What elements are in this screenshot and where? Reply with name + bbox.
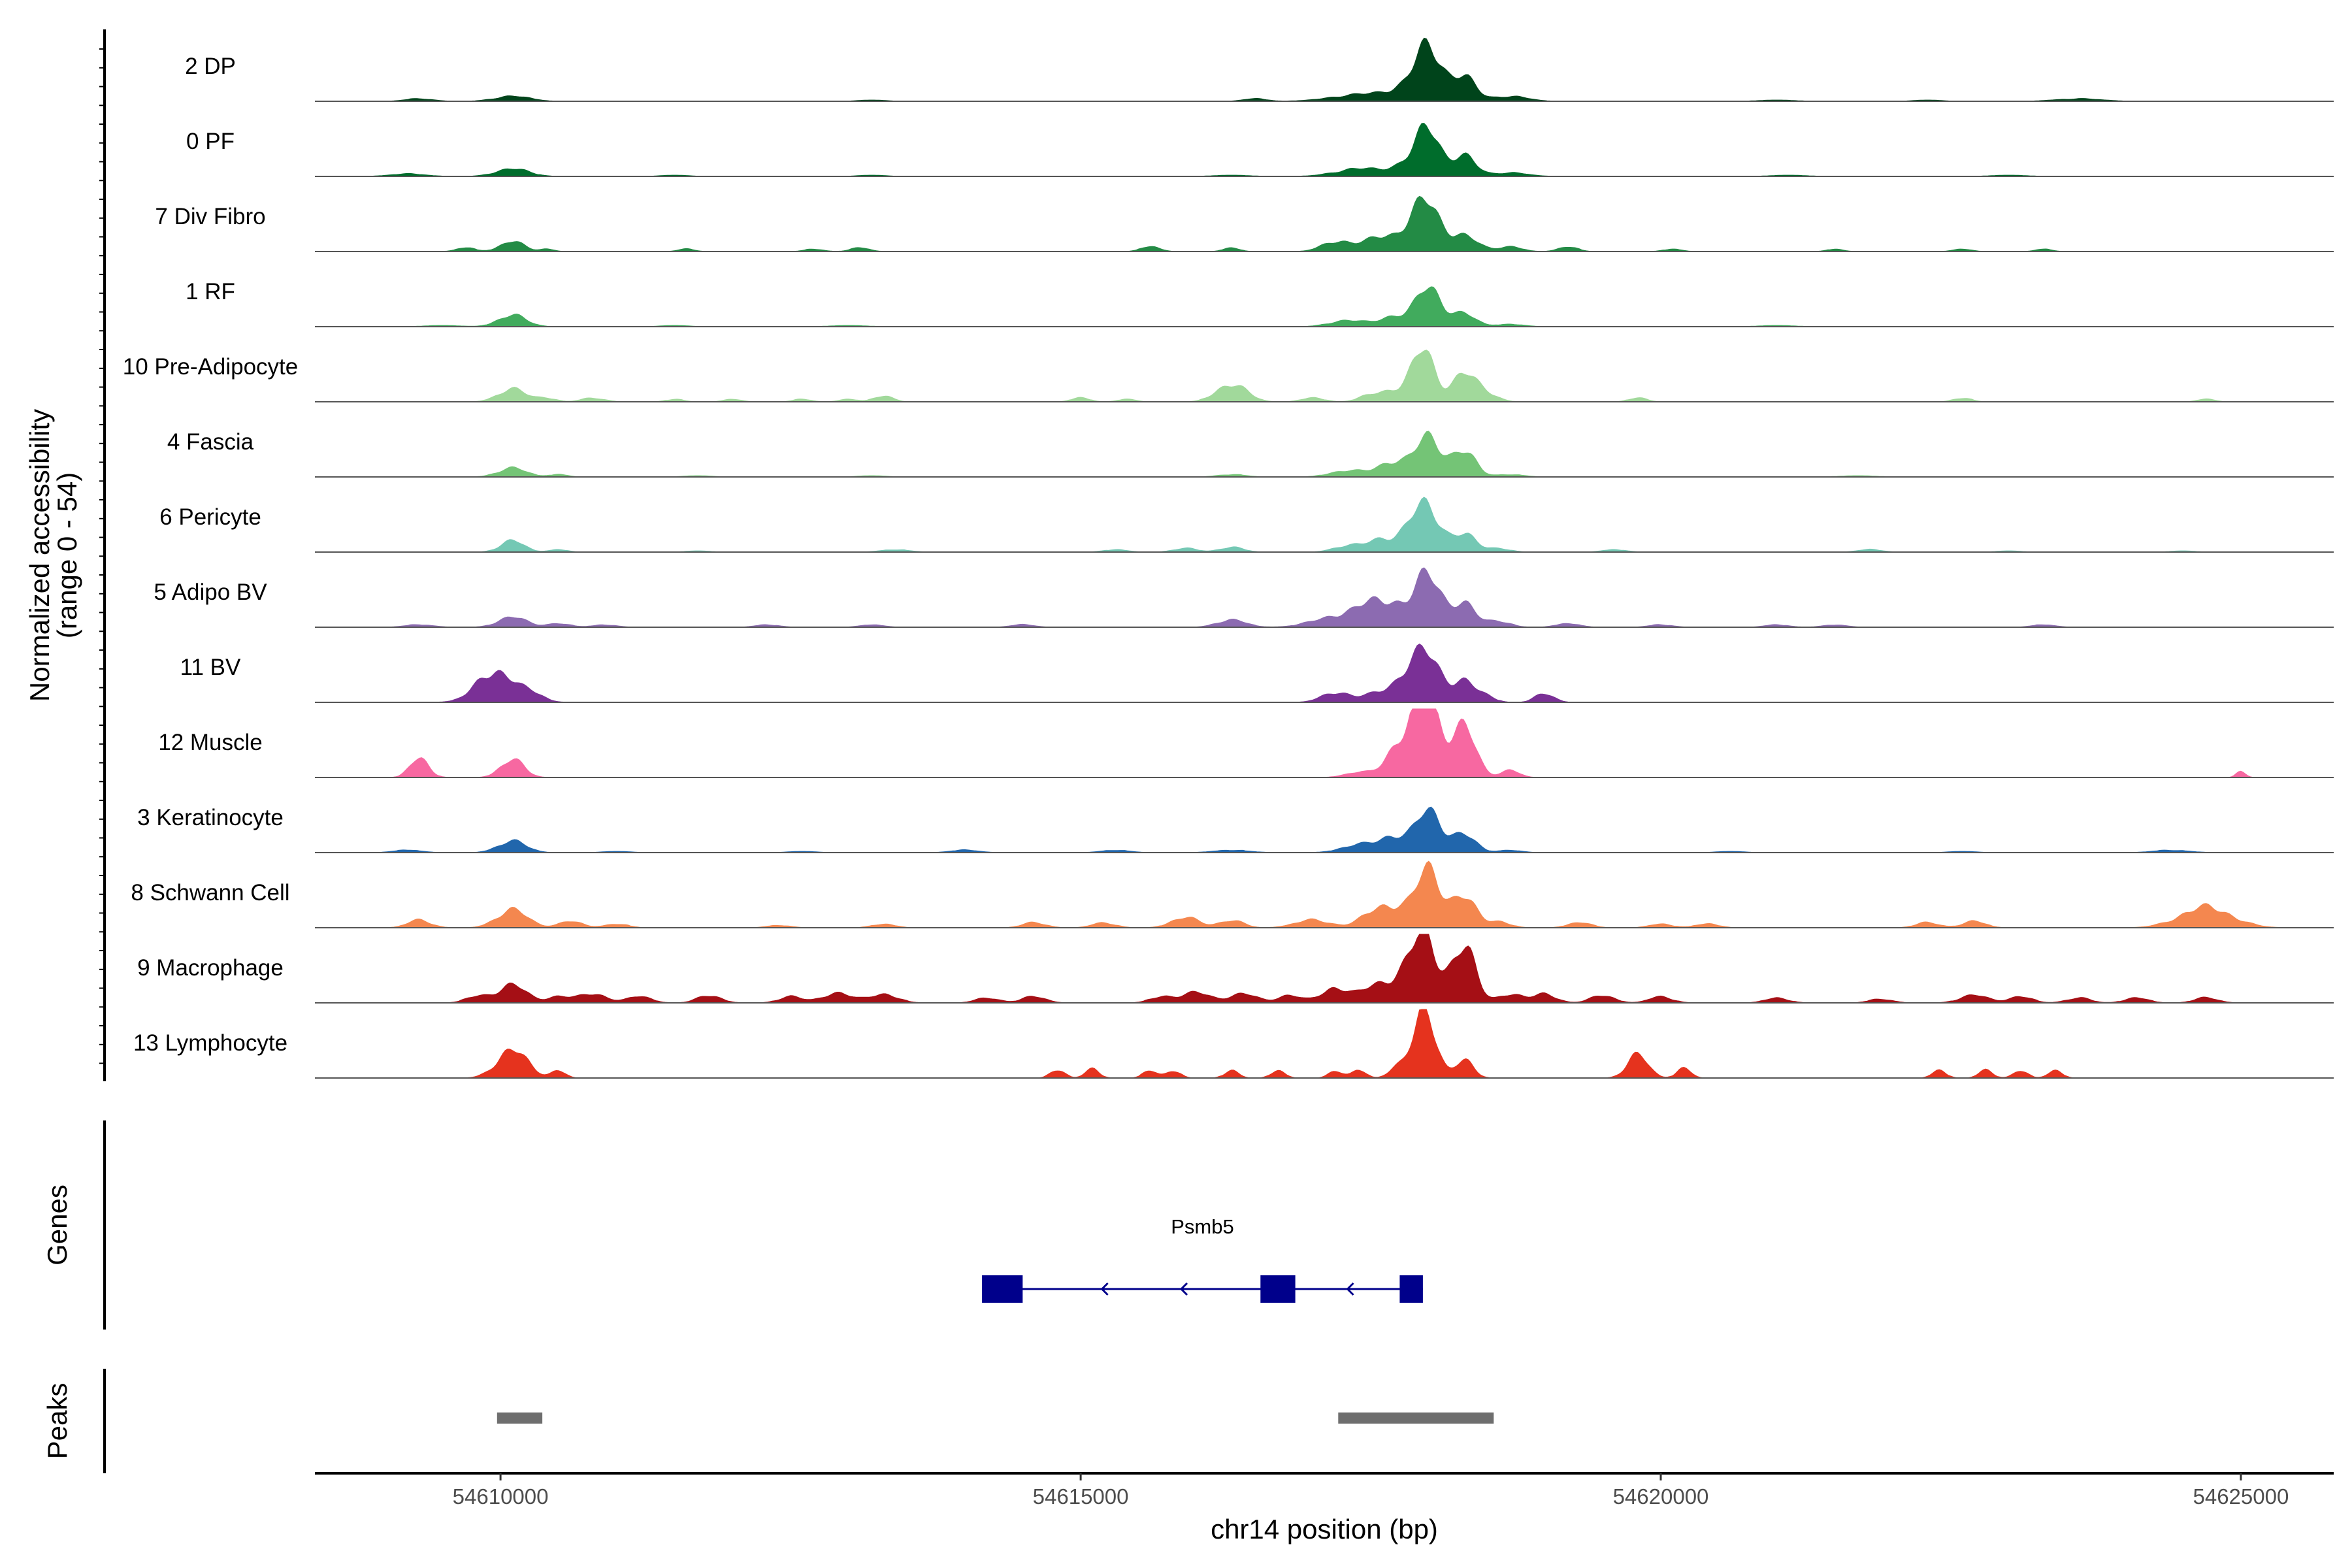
track-11-bv: 11 BV [180, 644, 2334, 703]
coverage-y-axis-ticks [99, 48, 105, 1064]
peaks-panel-label: Peaks [42, 1383, 73, 1460]
track-label: 9 Macrophage [137, 955, 284, 981]
genes-panel-label: Genes [42, 1184, 73, 1266]
x-tick-label: 54625000 [2193, 1484, 2289, 1509]
track-13-lymphocyte: 13 Lymphocyte [133, 1009, 2334, 1079]
track-5-adipo-bv: 5 Adipo BV [154, 567, 2334, 628]
track-label: 1 RF [186, 279, 235, 304]
y-axis-title: Normalized accessibility [24, 409, 55, 702]
peak-regions [497, 1413, 1494, 1424]
track-10-pre-adipocyte: 10 Pre-Adipocyte [123, 350, 2334, 402]
coverage-area [315, 644, 2334, 703]
track-label: 8 Schwann Cell [131, 880, 289, 906]
coverage-area [315, 567, 2334, 628]
x-axis-ticks: 54610000 54615000 54620000 54625000 [453, 1473, 2289, 1509]
coverage-area [315, 195, 2334, 252]
track-2-dp: 2 DP [185, 37, 2334, 102]
track-8-schwann-cell: 8 Schwann Cell [131, 860, 2334, 928]
track-label: 6 Pericyte [159, 504, 261, 530]
track-label: 12 Muscle [158, 730, 263, 755]
track-1-rf: 1 RF [186, 279, 2334, 327]
x-axis-title: chr14 position (bp) [1211, 1514, 1438, 1544]
coverage-area [315, 37, 2334, 102]
track-6-pericyte: 6 Pericyte [159, 497, 2334, 553]
coverage-area [315, 431, 2334, 478]
coverage-area [315, 934, 2334, 1004]
coverage-area [315, 806, 2334, 853]
track-label: 13 Lymphocyte [133, 1030, 287, 1056]
track-label: 0 PF [186, 129, 235, 154]
coverage-area [315, 708, 2334, 778]
track-3-keratinocyte: 3 Keratinocyte [137, 805, 2334, 853]
track-label: 11 BV [180, 655, 241, 680]
track-label: 5 Adipo BV [154, 580, 267, 605]
gene-label: Psmb5 [1171, 1215, 1233, 1238]
coverage-area [315, 1009, 2334, 1079]
track-label: 7 Div Fibro [155, 204, 265, 229]
peak-region [1338, 1413, 1494, 1424]
gene-exon [982, 1275, 1023, 1303]
coverage-area [315, 497, 2334, 553]
gene-exon [1260, 1275, 1296, 1303]
track-12-muscle: 12 Muscle [158, 708, 2334, 778]
coverage-tracks: 2 DP 0 PF 7 Div Fibro 1 RF 10 Pre-Adipocyte 4… [123, 37, 2334, 1079]
coverage-area [315, 860, 2334, 928]
coverage-area [315, 123, 2334, 177]
peak-region [497, 1413, 543, 1424]
track-7-div-fibro: 7 Div Fibro [155, 195, 2334, 252]
strand-arrow [1179, 1282, 1188, 1296]
y-axis-range: (range 0 - 54) [52, 472, 82, 638]
x-tick-label: 54615000 [1033, 1484, 1129, 1509]
track-label: 2 DP [185, 54, 236, 79]
track-label: 4 Fascia [167, 429, 254, 455]
track-label: 3 Keratinocyte [137, 805, 284, 830]
strand-arrow [1100, 1282, 1109, 1296]
track-0-pf: 0 PF [186, 123, 2334, 177]
x-tick-label: 54610000 [453, 1484, 549, 1509]
coverage-area [315, 286, 2334, 327]
gene-exon [1399, 1275, 1423, 1303]
strand-arrow [1346, 1282, 1354, 1296]
track-9-macrophage: 9 Macrophage [137, 934, 2334, 1004]
track-label: 10 Pre-Adipocyte [123, 354, 298, 380]
x-tick-label: 54620000 [1613, 1484, 1709, 1509]
track-4-fascia: 4 Fascia [167, 429, 2334, 478]
coverage-area [315, 350, 2334, 402]
gene-model: Psmb5 [982, 1215, 1423, 1303]
